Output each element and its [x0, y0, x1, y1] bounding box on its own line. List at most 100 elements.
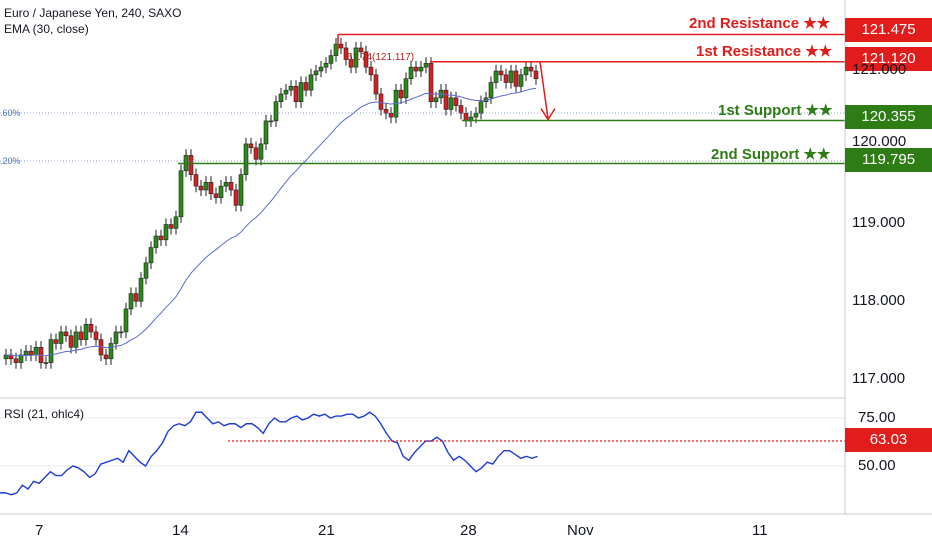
candle-body [303, 82, 309, 91]
x-tick-label: 28 [460, 522, 477, 539]
overlays-layer [0, 33, 845, 496]
candle-body [298, 82, 304, 102]
candle-body [313, 70, 319, 76]
y-tick-label: 118.000 [852, 292, 906, 309]
candle-body [358, 47, 364, 53]
fib-lower-label: .20% [0, 156, 21, 166]
candle-body [308, 74, 314, 91]
candle-body [458, 105, 464, 114]
candle-body [368, 66, 374, 76]
candle-body [493, 70, 499, 83]
candle-body [18, 354, 24, 363]
candle-body [218, 185, 224, 198]
price-tag-r1: 121.120 [845, 47, 932, 71]
candle-body [463, 112, 469, 122]
candle-body [208, 181, 214, 195]
candle-body [258, 143, 264, 160]
candle-body [508, 70, 514, 83]
candle-body [163, 224, 169, 241]
rsi-tick-label: 50.00 [858, 457, 896, 474]
candle-body [138, 277, 144, 302]
candle-body [478, 101, 484, 114]
candle-body [518, 74, 524, 87]
candle-body [248, 143, 254, 149]
candle-body [193, 174, 199, 187]
candle-body [363, 51, 369, 68]
candle-body [23, 350, 29, 356]
candle-body [173, 216, 179, 229]
candle-body [378, 93, 384, 110]
candle-body [288, 86, 294, 91]
candle-body [133, 293, 139, 302]
candle-body [228, 181, 234, 191]
candle-body [118, 331, 124, 334]
candle-body [63, 331, 69, 337]
candle-body [498, 70, 504, 76]
candle-body [223, 181, 229, 187]
candle-body [13, 358, 19, 363]
x-tick-label: 21 [318, 522, 335, 539]
candle-body [153, 235, 159, 248]
level-label-r2: 2nd Resistance ★★ [689, 15, 831, 32]
candle-body [533, 70, 539, 79]
candle-body [58, 331, 64, 344]
fib-annotation: 61.74(121.117) [347, 52, 415, 63]
candle-body [348, 59, 354, 68]
candle-body [453, 97, 459, 106]
candle-body [388, 112, 394, 118]
level-label-s1: 1st Support ★★ [718, 102, 833, 119]
candle-body [488, 82, 494, 99]
x-tick-label: Nov [567, 522, 594, 539]
candles-layer [3, 37, 539, 369]
ema-line [5, 87, 537, 357]
candle-body [3, 354, 9, 360]
candle-body [103, 354, 109, 360]
candle-body [528, 66, 534, 72]
candle-body [283, 89, 289, 95]
candle-body [73, 331, 79, 348]
candle-body [408, 66, 414, 79]
price-tag-s1: 120.355 [845, 105, 932, 129]
candle-body [68, 335, 74, 348]
candle-body [268, 120, 274, 123]
candle-body [178, 170, 184, 218]
candle-body [143, 262, 149, 279]
candle-body [318, 66, 324, 72]
fib-upper-label: .60% [0, 108, 21, 118]
candle-body [383, 109, 389, 114]
candle-body [48, 339, 54, 363]
candle-body [398, 89, 404, 99]
chart-title: Euro / Japanese Yen, 240, SAXO [4, 6, 182, 20]
candle-body [413, 66, 419, 72]
candle-body [373, 74, 379, 95]
y-tick-label: 120.000 [852, 133, 907, 150]
candle-body [53, 339, 59, 344]
candle-body [433, 97, 439, 103]
candle-body [83, 323, 89, 340]
candle-body [323, 63, 329, 68]
candle-body [418, 66, 424, 72]
candle-body [33, 346, 39, 356]
rsi-indicator-label: RSI (21, ohlc4) [4, 407, 85, 421]
candle-body [253, 147, 259, 160]
price-tag-r2: 121.475 [845, 18, 932, 42]
candle-body [108, 343, 114, 360]
x-tick-label: 7 [35, 522, 44, 539]
y-tick-label: 121.000 [852, 61, 907, 78]
candle-body [203, 181, 209, 191]
candle-body [128, 293, 134, 310]
candle-body [243, 143, 249, 175]
candle-body [78, 331, 84, 340]
ema-indicator-label: EMA (30, close) [4, 22, 89, 36]
candle-body [148, 247, 154, 264]
candle-body [423, 63, 429, 68]
candle-body [263, 120, 269, 145]
candle-body [343, 47, 349, 60]
candle-body [273, 101, 279, 122]
level-label-s2: 2nd Support ★★ [711, 146, 831, 163]
candle-body [293, 86, 299, 102]
y-tick-label: 117.000 [852, 370, 906, 387]
candle-body [338, 43, 344, 49]
candle-body [513, 70, 519, 87]
candle-body [198, 185, 204, 191]
